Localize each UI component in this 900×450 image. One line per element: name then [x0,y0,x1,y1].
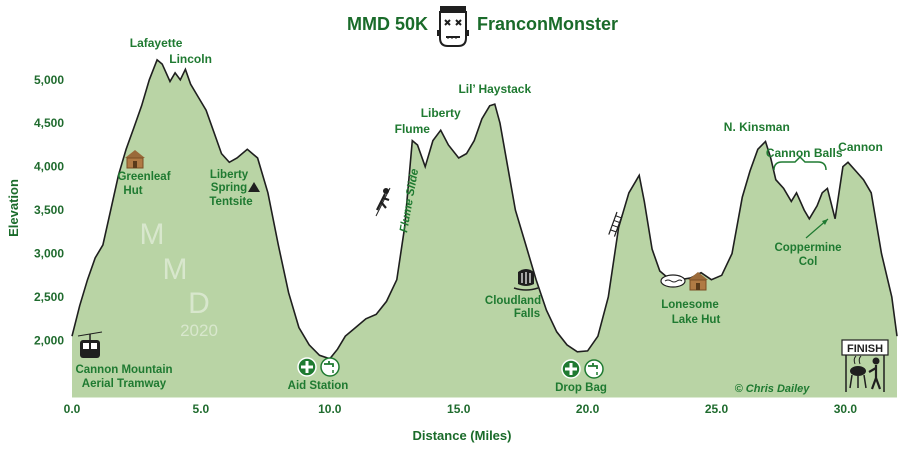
drop-bag-label: Drop Bag [555,382,607,394]
watermark-m1: M [140,218,165,251]
hut-icon [688,272,708,291]
peak-label: Cannon Balls [766,146,843,160]
first-aid-icon [561,359,581,379]
elevation-line [71,58,898,360]
person-icon [868,357,882,390]
climber-icon [375,187,391,217]
coppermine-label-2: Col [799,256,818,268]
liberty-spring-label-1: Liberty [210,169,249,181]
finish-label: FINISH [847,343,883,355]
cloudland-label-1: Cloudland [485,295,541,307]
tramway-icon [77,331,103,358]
water-tap-icon [320,357,340,377]
x-tick-label: 20.0 [576,402,600,416]
watermark: M M D 2020 [140,218,218,340]
y-tick-label: 2,000 [34,334,64,348]
y-tick-label: 3,500 [34,203,64,217]
x-tick-label: 5.0 [193,402,210,416]
x-tick-label: 0.0 [64,402,81,416]
watermark-d: D [188,287,210,320]
frankenstein-head-icon [437,6,469,47]
finish-sign-icon: FINISH [841,339,889,392]
x-tick-label: 10.0 [318,402,342,416]
y-axis-ticks: 2,000 2,500 3,000 3,500 4,000 4,500 5,000 [34,73,64,348]
aid-station-label: Aid Station [288,380,349,392]
waterfall-icon [513,269,539,291]
lonesome-label-2: Lake Hut [672,314,721,326]
peak-label: N. Kinsman [724,120,790,134]
x-axis-label: Distance (Miles) [413,428,512,443]
tramway-label-2: Aerial Tramway [82,378,167,390]
watermark-year: 2020 [180,321,218,340]
cannon-balls-bracket [773,155,827,171]
water-tap-icon [584,359,604,379]
watermark-m2: M [163,253,188,286]
peak-label: Cannon [838,140,883,154]
grill-icon [849,355,867,389]
y-tick-label: 4,500 [34,116,64,130]
credit-label: © Chris Dailey [735,383,811,395]
peak-label: Lincoln [169,52,212,66]
x-tick-label: 15.0 [447,402,471,416]
elevation-area [72,59,897,398]
peak-labels: Lafayette Lincoln Flume Liberty Lil’ Haystac… [130,36,883,160]
title-left: MMD 50K [347,14,428,34]
y-tick-label: 5,000 [34,73,64,87]
coppermine-label-1: Coppermine [774,242,841,254]
first-aid-icon [297,357,317,377]
title-right: FranconMonster [477,14,618,34]
chart-title: MMD 50K FranconMonster [347,6,618,47]
peak-label: Flume [395,122,431,136]
greenleaf-label-1: Greenleaf [117,171,170,183]
y-axis-label: Elevation [6,179,21,237]
x-tick-label: 25.0 [705,402,729,416]
greenleaf-label-2: Hut [123,185,142,197]
tramway-label-1: Cannon Mountain [75,364,172,376]
tent-icon [248,182,260,192]
liberty-spring-label-2: Spring [211,182,247,194]
peak-label: Liberty [421,106,461,120]
arrow-head-icon [822,219,828,225]
y-tick-label: 3,000 [34,247,64,261]
lonesome-label-1: Lonesome [661,299,719,311]
ladder-icon [608,211,624,237]
y-tick-label: 2,500 [34,290,64,304]
x-axis-ticks: 0.0 5.0 10.0 15.0 20.0 25.0 30.0 [64,402,858,416]
lake-icon [660,274,686,288]
y-tick-label: 4,000 [34,160,64,174]
peak-label: Lafayette [130,36,183,50]
hut-icon [125,150,145,169]
liberty-spring-label-3: Tentsite [209,196,252,208]
cloudland-label-2: Falls [514,308,540,320]
x-tick-label: 30.0 [834,402,858,416]
peak-label: Lil’ Haystack [458,82,531,96]
